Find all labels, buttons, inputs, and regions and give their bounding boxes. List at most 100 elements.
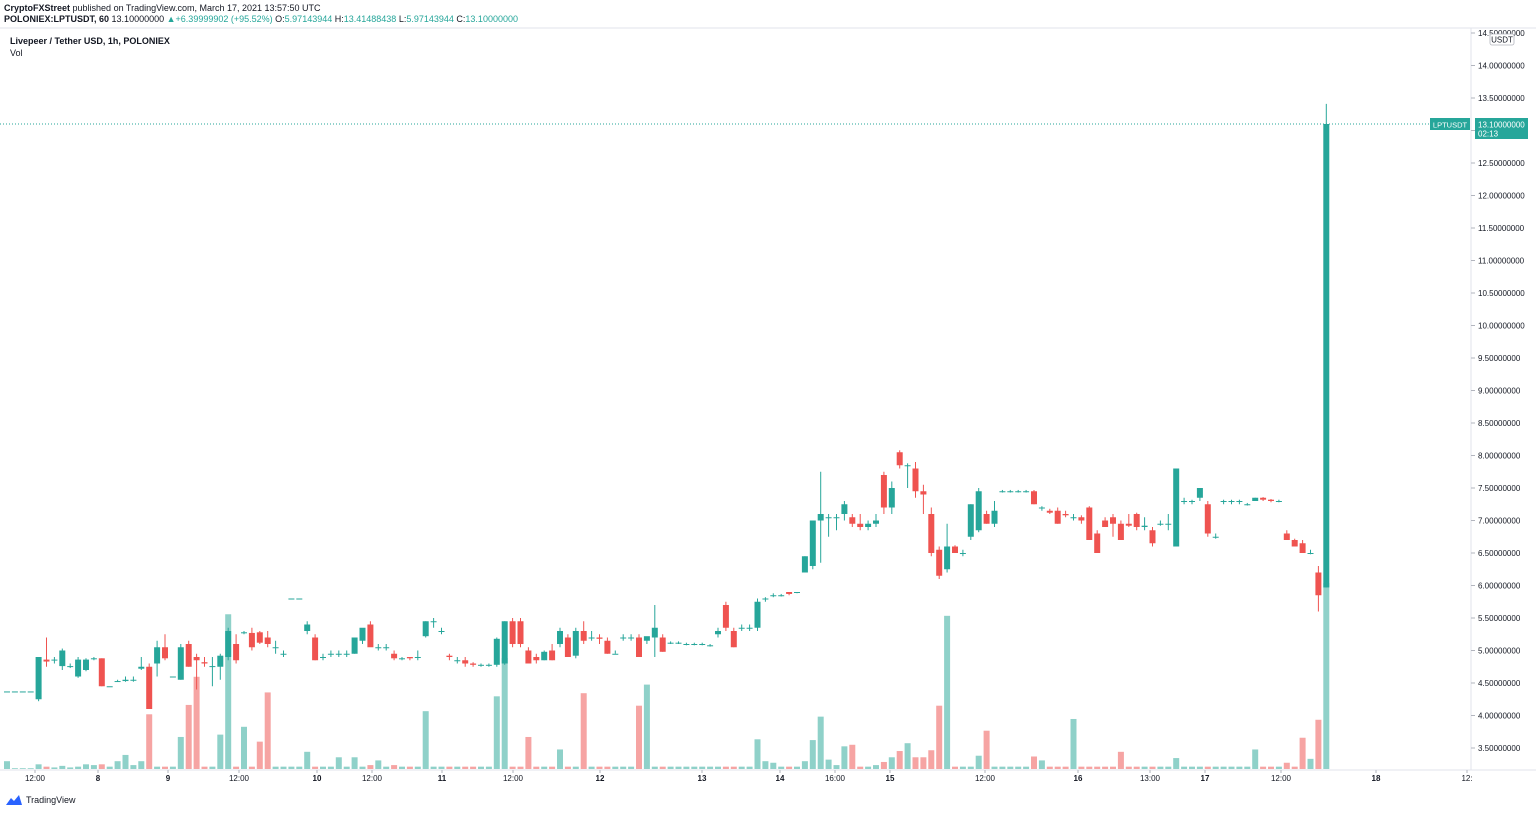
candle-body (809, 520, 816, 566)
volume-bar (1268, 766, 1274, 769)
candle (130, 676, 137, 682)
candle (1086, 506, 1093, 540)
candle (478, 663, 484, 667)
candle (501, 621, 508, 665)
candle (446, 653, 453, 661)
volume-bar (1181, 766, 1188, 769)
volume-bar (754, 739, 761, 769)
candle (888, 481, 895, 514)
candle-body (209, 666, 216, 668)
candle (557, 627, 563, 648)
candle-body (359, 627, 366, 641)
candle-body (320, 657, 326, 658)
volume-bar (691, 766, 698, 769)
currency-badge: USDT (1489, 33, 1515, 46)
candle-body (967, 504, 974, 537)
time-tick-label: 16:00 (825, 774, 846, 783)
candle (11, 691, 18, 693)
volume-bar (201, 766, 208, 769)
volume-bar (1007, 766, 1014, 769)
volume-bar (967, 766, 974, 769)
candle (4, 691, 10, 693)
candle-body (138, 666, 145, 669)
volume-bar (1015, 766, 1022, 769)
volume-bar (1141, 766, 1148, 769)
volume-bar (1165, 766, 1172, 769)
candle (67, 663, 74, 669)
candle (612, 650, 619, 655)
volume-bar (1031, 756, 1037, 769)
candle-body (762, 598, 769, 600)
volume-bar (620, 766, 627, 769)
candle-body (778, 595, 785, 597)
close-label: C: (456, 14, 466, 24)
time-tick-label: 18 (1372, 774, 1381, 783)
time-tick-label: 14 (776, 774, 785, 783)
candle-body (1315, 572, 1322, 596)
volume-bar (699, 766, 706, 769)
volume-bar (659, 766, 666, 769)
price-tick-label: 3.50000000 (1478, 744, 1521, 753)
candle (1023, 489, 1030, 493)
candle-body (462, 660, 469, 664)
price-axis[interactable]: 14.5000000014.0000000013.5000000013.0000… (1471, 29, 1525, 753)
price-tick-label: 8.00000000 (1478, 452, 1521, 461)
candle-body (833, 517, 840, 519)
candle (335, 650, 342, 657)
candle-body (351, 637, 358, 654)
candle (841, 501, 848, 521)
candle-body (564, 637, 571, 657)
candle-body (59, 650, 66, 667)
candle-body (1323, 124, 1330, 588)
volume-bar (809, 740, 816, 769)
candle (865, 520, 872, 531)
candle (1212, 533, 1219, 539)
candlesticks (4, 103, 1330, 709)
volume-bar (912, 757, 919, 769)
time-axis[interactable]: 12:00 8 9 12:00 10 12:00 11 12:00 12 13 14 16:00 15 1… (25, 770, 1473, 783)
candle-body (1031, 491, 1037, 505)
candle (1275, 499, 1282, 503)
candle (248, 627, 255, 651)
volume-bar (75, 766, 82, 769)
candle (201, 657, 208, 667)
candle-body (880, 475, 887, 508)
time-tick-label: 12:00 (975, 774, 996, 783)
candle (320, 653, 326, 661)
volume-bar (359, 766, 366, 769)
price-tag-countdown: 02:13 (1478, 130, 1499, 139)
volume-bar (83, 764, 89, 769)
candle-body (90, 658, 97, 660)
candle (225, 627, 232, 661)
high-value: 13.41488438 (343, 14, 397, 24)
candle-body (1299, 543, 1306, 553)
candle (169, 676, 176, 678)
volume-bar (454, 766, 461, 769)
price-tick-label: 11.00000000 (1478, 257, 1525, 266)
candle-body (1220, 501, 1227, 502)
candle (920, 484, 927, 514)
candle (406, 657, 413, 661)
author-name[interactable]: CryptoFXStreet (4, 3, 71, 13)
volume-bar (525, 736, 532, 769)
volume-bar (738, 766, 745, 769)
candle-body (193, 657, 200, 661)
candle-body (896, 452, 903, 466)
candle (1181, 497, 1188, 505)
volume-bar (999, 766, 1006, 769)
candle (983, 510, 990, 524)
volume-bar (1260, 766, 1267, 769)
candle-body (817, 514, 824, 521)
candle (770, 593, 777, 598)
candle-body (470, 663, 477, 665)
tradingview-brand[interactable]: TradingView (5, 794, 76, 806)
brand-label: TradingView (26, 795, 76, 805)
volume-bar (335, 757, 342, 769)
volume-bar (264, 692, 271, 769)
volume-bar (1102, 766, 1109, 769)
price-tick-label: 6.00000000 (1478, 582, 1521, 591)
volume-bar (596, 766, 603, 769)
volume-bar (351, 757, 358, 769)
candle (185, 640, 192, 667)
